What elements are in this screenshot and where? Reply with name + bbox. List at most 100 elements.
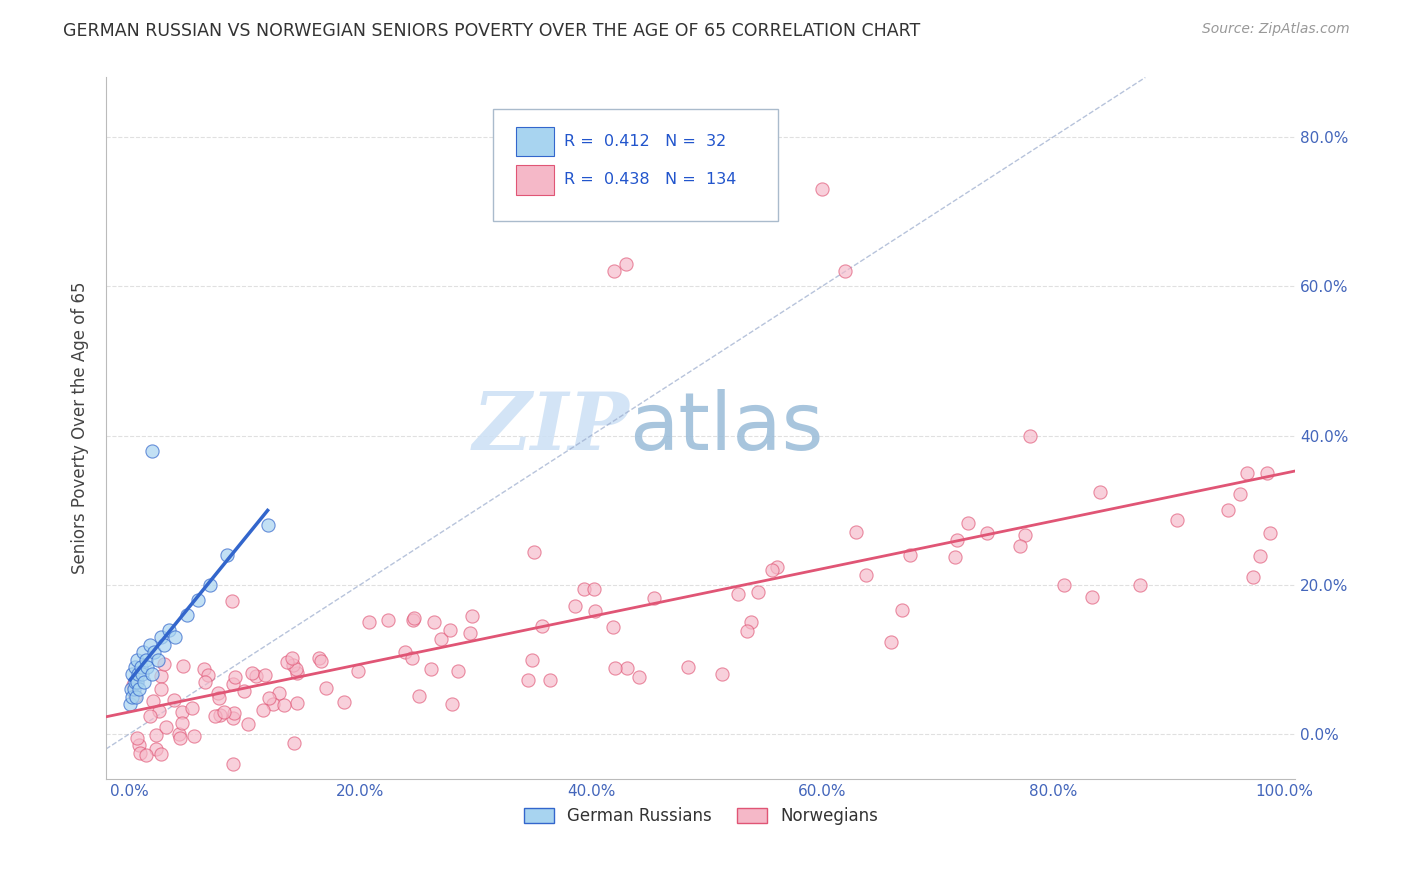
Point [1053, 578, 1076, 592]
Point [148, 704, 170, 718]
Point [1236, 466, 1258, 480]
Point [1258, 525, 1281, 540]
Point [120, 698, 142, 712]
Point [127, 674, 149, 689]
Point [139, 709, 162, 723]
Point [276, 655, 298, 669]
FancyBboxPatch shape [516, 127, 554, 156]
Point [1256, 466, 1278, 480]
Point [124, 690, 146, 704]
Point [141, 443, 163, 458]
Point [145, 742, 167, 756]
Point [163, 692, 186, 706]
Point [145, 728, 167, 742]
Point [602, 620, 624, 634]
Point [408, 689, 430, 703]
Point [281, 651, 304, 665]
Point [614, 257, 637, 271]
Point [891, 603, 914, 617]
Point [129, 746, 152, 760]
Point [945, 533, 967, 548]
Point [181, 701, 204, 715]
Point [139, 638, 162, 652]
Point [150, 681, 173, 696]
Point [253, 668, 276, 682]
Point [221, 594, 243, 608]
Point [1014, 528, 1036, 542]
Point [402, 613, 425, 627]
Point [538, 673, 561, 687]
Point [176, 607, 198, 622]
FancyBboxPatch shape [516, 165, 554, 194]
Point [136, 660, 159, 674]
Point [440, 697, 463, 711]
Point [402, 611, 425, 625]
Point [198, 578, 221, 592]
Point [603, 264, 626, 278]
Point [131, 667, 153, 681]
Point [172, 658, 194, 673]
Point [1166, 513, 1188, 527]
Point [169, 727, 191, 741]
Point [583, 604, 606, 618]
Point [122, 682, 145, 697]
Point [120, 682, 142, 697]
Point [124, 660, 146, 674]
Point [245, 669, 267, 683]
Point [204, 709, 226, 723]
Point [605, 660, 627, 674]
Text: atlas: atlas [630, 389, 824, 467]
Point [252, 703, 274, 717]
Point [458, 625, 481, 640]
FancyBboxPatch shape [492, 109, 778, 221]
Point [170, 705, 193, 719]
Point [224, 706, 246, 721]
Point [222, 711, 245, 725]
Point [150, 630, 173, 644]
Point [583, 582, 606, 596]
Point [125, 731, 148, 746]
Text: Source: ZipAtlas.com: Source: ZipAtlas.com [1202, 22, 1350, 37]
Point [240, 666, 263, 681]
Point [530, 618, 553, 632]
Point [169, 731, 191, 745]
Point [423, 615, 446, 629]
Point [747, 585, 769, 599]
Point [430, 632, 453, 647]
Point [627, 670, 650, 684]
Point [212, 705, 235, 719]
Point [121, 678, 143, 692]
Point [572, 582, 595, 596]
Point [309, 654, 332, 668]
Point [811, 182, 834, 196]
Point [766, 560, 789, 574]
Point [128, 738, 150, 752]
Point [149, 747, 172, 761]
Point [194, 675, 217, 690]
Point [141, 667, 163, 681]
Point [283, 657, 305, 672]
Point [165, 630, 187, 644]
Point [285, 662, 308, 676]
Point [727, 586, 749, 600]
Point [283, 736, 305, 750]
Point [143, 645, 166, 659]
Point [121, 667, 143, 681]
Point [256, 518, 278, 533]
Point [735, 624, 758, 638]
Point [520, 653, 543, 667]
Point [127, 667, 149, 681]
Point [447, 664, 470, 678]
Point [149, 669, 172, 683]
Point [710, 666, 733, 681]
Point [273, 698, 295, 713]
Point [142, 693, 165, 707]
Point [135, 652, 157, 666]
Point [761, 563, 783, 577]
Point [262, 697, 284, 711]
Point [845, 525, 868, 540]
Point [132, 674, 155, 689]
Point [221, 756, 243, 771]
Point [1088, 484, 1111, 499]
Point [257, 690, 280, 705]
